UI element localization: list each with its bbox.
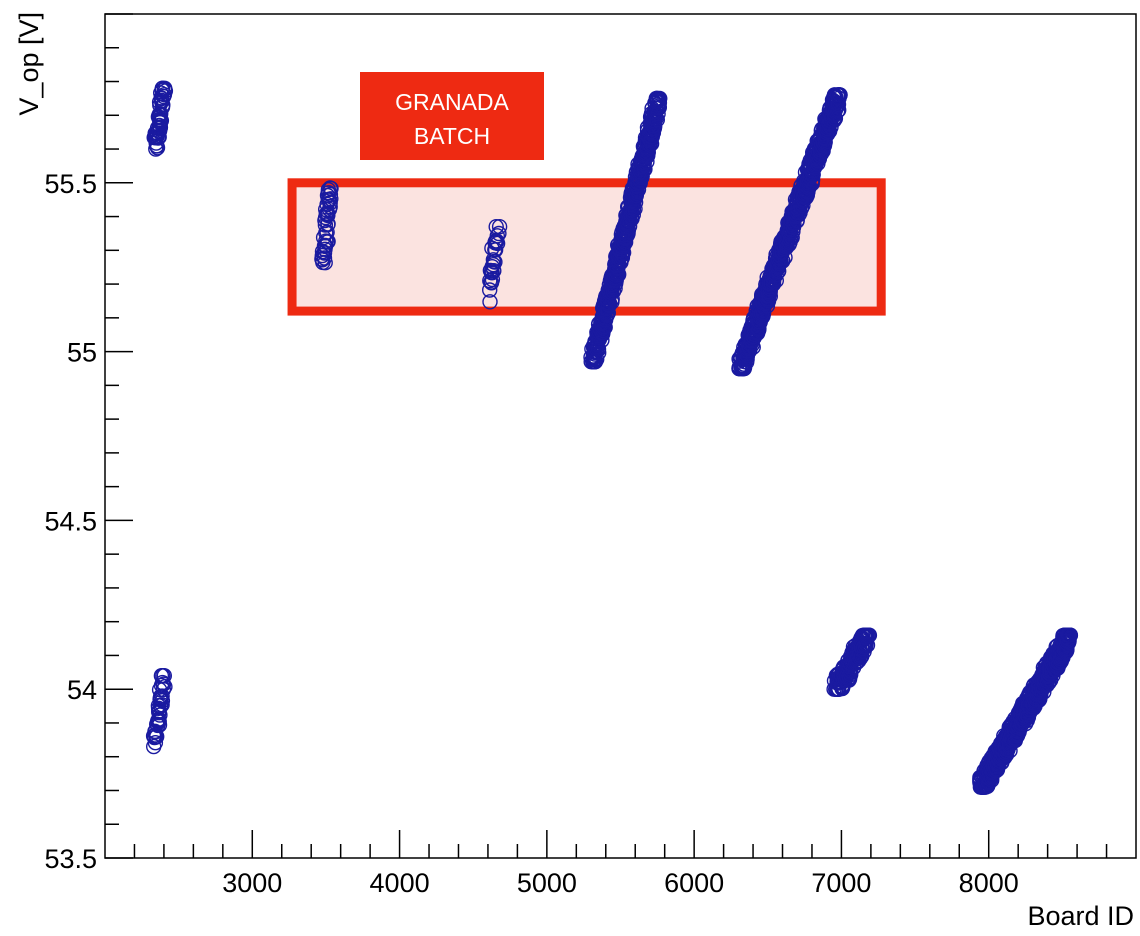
data-point [151,713,167,730]
data-point [482,294,498,310]
data-point [320,233,336,250]
data-point [157,679,173,695]
data-point [318,225,334,241]
data-point [485,252,502,268]
x-tick-label: 6000 [664,868,724,898]
data-point [484,265,500,281]
x-tick-label: 8000 [959,868,1019,898]
y-tick-label: 54.5 [44,506,97,536]
data-point [483,274,499,290]
granada-batch-label-box [360,72,544,160]
data-point [155,676,172,692]
y-tick-label: 54 [67,675,97,705]
point-cluster [826,627,878,697]
x-tick-label: 5000 [517,868,577,898]
annotation-layer: GRANADA BATCH [360,72,544,160]
point-cluster [146,80,174,157]
data-point [649,90,665,107]
data-point [154,674,171,691]
point-cluster [482,259,500,310]
data-point [859,627,875,643]
y-tick-label: 55.5 [44,169,97,199]
data-point [322,180,338,196]
data-point [830,96,847,113]
data-point [832,87,848,103]
data-point [858,636,874,652]
x-tick-label: 3000 [222,868,282,898]
data-point [320,216,336,233]
data-point [1060,627,1077,643]
data-point [488,218,504,235]
data-point [152,698,169,714]
x-axis-title: Board ID [1027,901,1134,931]
data-point [851,652,867,669]
point-cluster [731,87,848,377]
data-point [827,94,844,111]
data-point [155,88,172,105]
data-point [650,105,666,122]
y-tick-label: 55 [67,338,97,368]
data-point [484,259,500,275]
data-point [651,100,667,116]
data-point [491,225,507,242]
data-point [859,637,876,653]
data-point [487,234,503,251]
data-point [651,92,667,109]
data-point [1060,634,1077,651]
point-cluster [314,180,339,271]
data-point [482,282,498,298]
y-tick-label: 53.5 [44,844,97,874]
data-point [151,111,168,128]
data-point [489,228,505,244]
axes-layer: 3000 4000 5000 6000 7000 8000 53.5 54 54.5 55 55.5 [44,13,1137,898]
point-cluster [583,90,668,370]
x-tick-label: 4000 [370,868,430,898]
x-tick-label: 7000 [811,868,871,898]
data-point [739,348,756,364]
data-point [320,181,337,198]
granada-batch-label-line2: BATCH [414,123,490,149]
data-point [148,728,165,745]
data-points-layer [145,80,1079,795]
granada-batch-label-line1: GRANADA [395,89,509,115]
data-point [491,218,508,235]
data-point [320,192,336,208]
data-point [145,738,162,755]
plot-frame [104,13,1137,859]
point-cluster [145,668,173,755]
data-point [620,225,636,241]
data-point [156,668,173,684]
data-point [156,80,173,97]
data-point [148,138,165,154]
point-cluster [972,627,1079,795]
y-axis-title: V_op [V] [14,12,44,116]
